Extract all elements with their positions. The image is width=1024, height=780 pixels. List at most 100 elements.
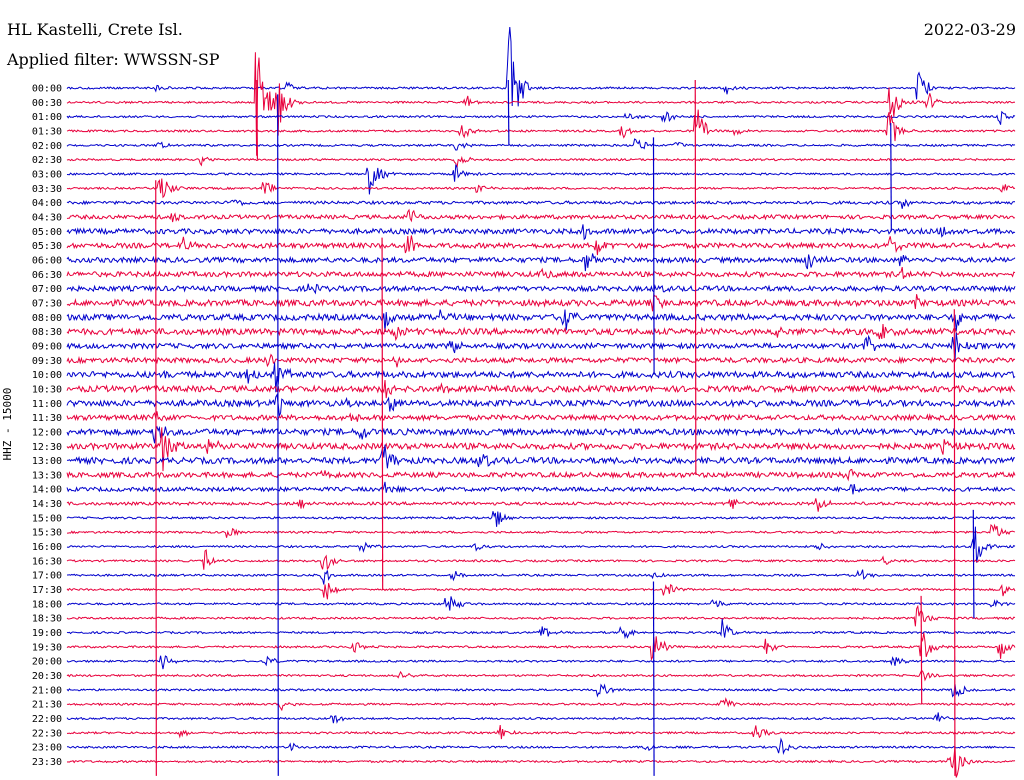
row-time-label: 00:30 [32, 98, 62, 109]
trace-0530 [66, 235, 1016, 256]
row-time-label: 03:30 [32, 184, 62, 195]
trace-2200 [66, 712, 1016, 724]
row-time-label: 11:30 [32, 413, 62, 424]
row-time-label: 03:00 [32, 169, 62, 180]
row-time-label: 10:00 [32, 370, 62, 381]
trace-1000 [66, 362, 1016, 393]
long-trace-line [694, 79, 697, 475]
long-trace-line [953, 309, 956, 776]
trace-0630 [66, 266, 1016, 279]
row-time-label: 23:30 [32, 757, 62, 768]
trace-0600 [66, 253, 1016, 272]
long-trace-line [920, 595, 923, 705]
row-time-label: 12:00 [32, 427, 62, 438]
trace-0930 [66, 353, 1016, 368]
trace-1230 [66, 427, 1016, 472]
row-time-label: 14:30 [32, 499, 62, 510]
trace-0400 [66, 198, 1016, 209]
trace-1300 [66, 444, 1016, 469]
trace-0900 [66, 332, 1016, 362]
row-time-label: 16:00 [32, 542, 62, 553]
row-time-label: 19:30 [32, 642, 62, 653]
row-time-label: 04:30 [32, 212, 62, 223]
row-time-label: 02:30 [32, 155, 62, 166]
row-time-label: 15:00 [32, 513, 62, 524]
trace-2100 [66, 683, 1016, 698]
trace-1600 [66, 526, 1016, 563]
row-time-label: 06:30 [32, 270, 62, 281]
trace-2030 [66, 670, 1016, 682]
long-trace-line [155, 180, 157, 776]
trace-0330 [66, 178, 1016, 199]
trace-1800 [66, 596, 1016, 611]
filter-subtitle: Applied filter: WWSSN-SP [7, 50, 220, 69]
row-time-label: 00:00 [32, 84, 62, 95]
row-time-label: 09:00 [32, 341, 62, 352]
row-time-label: 05:30 [32, 241, 62, 252]
row-time-label: 01:00 [32, 112, 62, 123]
row-time-label: 07:30 [32, 298, 62, 309]
trace-1130 [66, 411, 1016, 422]
row-time-label: 09:30 [32, 356, 62, 367]
row-time-label: 13:00 [32, 456, 62, 467]
trace-0000 [66, 26, 1016, 107]
trace-1530 [67, 523, 1016, 538]
row-time-label: 20:30 [32, 671, 62, 682]
row-time-label: 07:00 [32, 284, 62, 295]
row-time-label: 17:00 [32, 571, 62, 582]
trace-1030 [66, 379, 1016, 399]
row-time-label: 11:00 [32, 399, 62, 410]
row-time-label: 05:00 [32, 227, 62, 238]
trace-1400 [66, 481, 1016, 495]
trace-1100 [66, 393, 1016, 416]
row-time-label: 18:30 [32, 614, 62, 625]
trace-0130 [66, 109, 1016, 142]
row-time-label: 10:30 [32, 384, 62, 395]
trace-0730 [66, 293, 1016, 312]
long-trace-line [652, 581, 655, 776]
trace-1500 [66, 511, 1016, 527]
long-trace-line [890, 122, 892, 232]
trace-1830 [66, 604, 1016, 627]
row-time-label: 21:00 [32, 685, 62, 696]
long-trace-line [277, 94, 279, 776]
trace-1930 [66, 632, 1016, 662]
row-time-label: 21:30 [32, 700, 62, 711]
trace-2330 [66, 745, 1016, 778]
row-time-label: 19:00 [32, 628, 62, 639]
long-trace-line [652, 137, 655, 375]
long-trace-line [381, 237, 384, 590]
trace-2300 [67, 737, 1016, 756]
trace-1700 [67, 569, 1015, 585]
row-time-label: 17:30 [32, 585, 62, 596]
trace-0700 [66, 283, 1016, 295]
trace-0500 [66, 224, 1016, 241]
row-time-label: 02:00 [32, 141, 62, 152]
trace-1900 [66, 618, 1016, 640]
row-time-label: 22:00 [32, 714, 62, 725]
row-time-label: 18:00 [32, 599, 62, 610]
row-time-label: 01:30 [32, 126, 62, 137]
long-trace-line [256, 79, 258, 160]
row-time-label: 15:30 [32, 528, 62, 539]
row-time-label: 14:00 [32, 485, 62, 496]
long-trace-line [972, 509, 975, 619]
row-time-label: 04:00 [32, 198, 62, 209]
trace-0430 [66, 208, 1016, 223]
row-time-label: 16:30 [32, 556, 62, 567]
trace-0100 [66, 110, 1016, 125]
trace-1430 [66, 498, 1016, 512]
row-time-label: 23:00 [32, 743, 62, 754]
row-time-label: 12:30 [32, 442, 62, 453]
trace-1330 [66, 468, 1016, 482]
trace-0300 [66, 164, 1016, 195]
trace-0230 [66, 155, 1016, 169]
trace-2000 [66, 655, 1015, 670]
row-time-label: 08:00 [32, 313, 62, 324]
row-time-label: 06:00 [32, 255, 62, 266]
long-trace-line [507, 79, 510, 146]
trace-0030 [66, 52, 1016, 156]
row-time-label: 08:30 [32, 327, 62, 338]
